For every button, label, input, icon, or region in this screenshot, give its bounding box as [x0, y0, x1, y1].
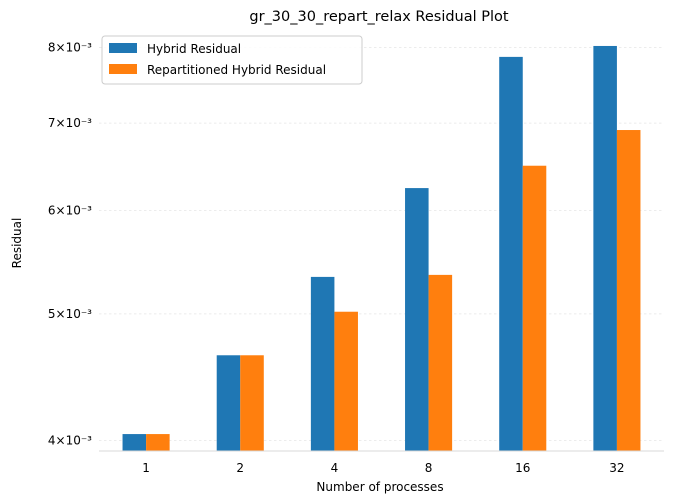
y-tick-label: 7×10⁻³ — [48, 116, 92, 130]
bar-repartitioned-32 — [616, 130, 641, 452]
y-tick-labels: 4×10⁻³ 5×10⁻³ 6×10⁻³ 7×10⁻³ 8×10⁻³ — [48, 40, 92, 447]
x-tick-label: 4 — [331, 461, 339, 475]
x-tick-labels: 1 2 4 8 16 32 — [142, 461, 624, 475]
y-tick-label: 6×10⁻³ — [48, 204, 92, 218]
x-tick-label: 1 — [142, 461, 150, 475]
legend-swatch-hybrid — [109, 43, 137, 53]
bar-repartitioned-16 — [522, 165, 547, 451]
legend-box — [101, 35, 363, 85]
bar-hybrid-16 — [499, 56, 523, 451]
y-axis-label: Residual — [10, 218, 24, 269]
x-axis-label: Number of processes — [316, 480, 443, 494]
bar-repartitioned-4 — [334, 311, 358, 451]
bars — [122, 45, 641, 452]
x-tick-label: 8 — [425, 461, 433, 475]
bar-hybrid-4 — [310, 276, 335, 451]
legend: Hybrid Residual Repartitioned Hybrid Res… — [101, 35, 363, 85]
bar-hybrid-8 — [405, 188, 429, 452]
x-tick-label: 16 — [515, 461, 530, 475]
bar-repartitioned-8 — [428, 274, 453, 451]
x-tick-label: 32 — [609, 461, 624, 475]
bar-hybrid-2 — [216, 355, 241, 451]
bar-hybrid-1 — [122, 434, 147, 451]
bar-repartitioned-1 — [146, 434, 170, 451]
y-tick-label: 5×10⁻³ — [48, 307, 92, 321]
bar-repartitioned-2 — [240, 355, 264, 451]
y-gridlines — [99, 46, 664, 441]
x-tick-label: 2 — [236, 461, 244, 475]
legend-label-hybrid: Hybrid Residual — [147, 42, 241, 56]
y-tick-label: 8×10⁻³ — [48, 40, 92, 54]
y-tick-label: 4×10⁻³ — [48, 433, 92, 447]
legend-swatch-repartitioned — [109, 64, 137, 74]
chart-title: gr_30_30_repart_relax Residual Plot — [249, 9, 509, 25]
bar-hybrid-32 — [593, 45, 617, 452]
legend-label-repartitioned: Repartitioned Hybrid Residual — [147, 63, 326, 77]
